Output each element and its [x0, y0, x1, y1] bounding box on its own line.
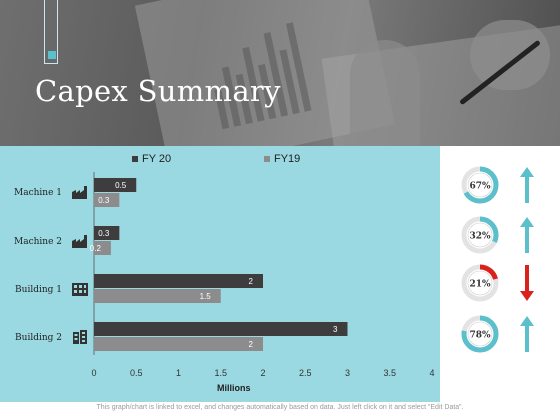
office-building-icon: [72, 283, 88, 296]
category-label-building-1: Building 1: [15, 285, 62, 295]
bar-machine-2-fy20: [94, 226, 120, 240]
bar-machine-1-fy20: [94, 178, 137, 192]
data-label: 3: [333, 325, 338, 334]
bar-machine-1-fy19: [94, 193, 120, 207]
arrow-shape: [520, 316, 534, 352]
data-label: 2: [249, 277, 254, 286]
donut-center: [467, 172, 493, 198]
x-axis-ticks: 0 0.5 1 1.5 2 2.5 3 3.5 4: [91, 368, 434, 378]
tag-dot: [48, 51, 56, 59]
x-tick-label: 3: [345, 368, 350, 378]
office-building-icon: [73, 330, 87, 344]
factory-icon: [72, 235, 87, 248]
legend-label: FY19: [274, 153, 301, 165]
data-label: 1.5: [200, 292, 212, 301]
header-photo: Capex Summary: [0, 0, 560, 146]
arrow-shape: [520, 167, 534, 203]
donut-center: [467, 222, 493, 248]
legend-label: FY 20: [142, 153, 172, 165]
decorative-tag: [44, 0, 58, 64]
percent-donut: 32%: [461, 216, 499, 254]
footnote: This graph/chart is linked to excel, and…: [96, 404, 464, 411]
category-label-machine-1: Machine 1: [13, 188, 62, 198]
bar-group: 0.5 0.3 0.3 0.2 2 1.5 3 2: [90, 178, 348, 351]
factory-icon: [72, 186, 87, 199]
x-tick-label: 4: [429, 368, 434, 378]
bar-building-2-fy20: [94, 322, 348, 336]
category-label-building-2: Building 2: [15, 333, 62, 343]
arrow-shape: [520, 217, 534, 253]
arrow-up-icon: [520, 167, 534, 203]
bar-machine-2-fy19: [94, 241, 111, 255]
hand-photo-shape: [350, 40, 420, 146]
indicator-panel: [440, 146, 560, 402]
hand-photo-shape: [470, 20, 550, 90]
x-tick-label: 3.5: [383, 368, 396, 378]
bar-building-1-fy20: [94, 274, 263, 288]
percent-donut: 67%: [461, 166, 499, 204]
x-tick-label: 1.5: [214, 368, 227, 378]
page-title: Capex Summary: [35, 74, 281, 108]
category-label-machine-2: Machine 2: [13, 237, 62, 247]
data-label: 0.3: [98, 229, 110, 238]
donut-label: 21%: [469, 280, 491, 290]
x-axis-label: Millions: [217, 383, 251, 393]
data-label: 0.2: [90, 244, 102, 253]
donut-center: [467, 321, 493, 347]
percent-donut: 78%: [461, 315, 499, 353]
data-label: 2: [249, 340, 254, 349]
bar-building-1-fy19: [94, 289, 221, 303]
legend-item-fy20: FY 20: [132, 153, 171, 165]
arrow-down-icon: [520, 265, 534, 301]
x-tick-label: 2: [260, 368, 265, 378]
donut-label: 32%: [469, 232, 491, 242]
percent-donut: 21%: [461, 264, 499, 302]
legend-swatch: [132, 156, 138, 162]
data-label: 0.3: [98, 196, 110, 205]
donut-fill: [461, 315, 499, 353]
donut-label: 78%: [469, 331, 491, 341]
donut-fill: [461, 264, 499, 302]
donut-fill: [461, 216, 499, 254]
arrow-up-icon: [520, 217, 534, 253]
legend-swatch: [264, 156, 270, 162]
donut-fill: [461, 166, 499, 204]
x-tick-label: 0.5: [130, 368, 143, 378]
arrow-shape: [520, 265, 534, 301]
x-tick-label: 2.5: [299, 368, 312, 378]
data-label: 0.5: [115, 181, 127, 190]
donut-label: 67%: [469, 182, 491, 192]
donut-center: [467, 270, 493, 296]
x-tick-label: 0: [91, 368, 96, 378]
legend-item-fy19: FY19: [264, 153, 300, 165]
bar-building-2-fy19: [94, 337, 263, 351]
arrow-up-icon: [520, 316, 534, 352]
x-tick-label: 1: [176, 368, 181, 378]
